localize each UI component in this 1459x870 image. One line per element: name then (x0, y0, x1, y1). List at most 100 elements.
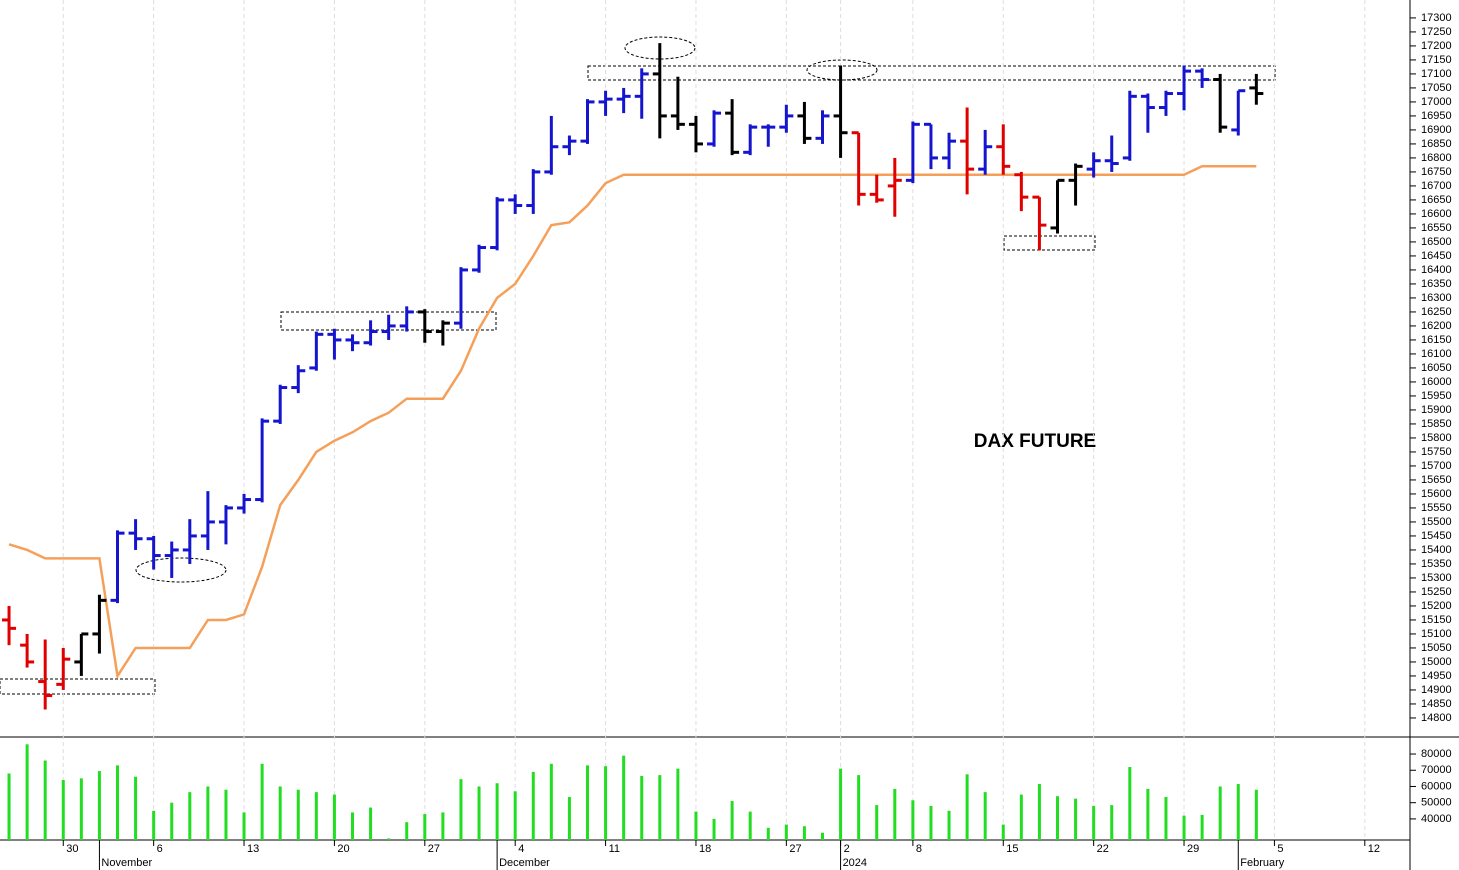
volume-bar (134, 776, 138, 840)
volume-bar (170, 802, 174, 840)
volume-bar (1019, 794, 1023, 840)
y-tick-label: 16200 (1421, 320, 1452, 332)
y-tick-label: 17200 (1421, 40, 1452, 52)
volume-bar (784, 824, 788, 840)
volume-bar (658, 775, 662, 840)
y-tick-label: 17000 (1421, 96, 1452, 108)
volume-bar (567, 797, 571, 840)
x-tick-label: 27 (789, 843, 801, 855)
y-tick-label: 15550 (1421, 502, 1452, 514)
volume-bar (423, 814, 427, 840)
y-tick-label: 14800 (1421, 712, 1452, 724)
y-tick-label: 15700 (1421, 460, 1452, 472)
annotation-box (587, 65, 1276, 81)
y-tick-label: 14900 (1421, 684, 1452, 696)
volume-bar (640, 775, 644, 840)
y-tick-label: 15450 (1421, 530, 1452, 542)
y-tick-label: 16300 (1421, 292, 1452, 304)
y-tick-label: 14850 (1421, 698, 1452, 710)
volume-bar (839, 768, 843, 840)
x-tick-label: 2 (844, 843, 850, 855)
volume-bar (332, 794, 336, 840)
volume-bar (79, 778, 83, 840)
y-tick-label: 15600 (1421, 488, 1452, 500)
annotation-ellipse (806, 59, 878, 81)
y-tick-label: 16000 (1421, 376, 1452, 388)
volume-bar (983, 792, 987, 840)
volume-bar (1056, 796, 1059, 840)
y-tick-label: 16950 (1421, 110, 1452, 122)
volume-bar (586, 765, 589, 840)
x-tick-label: 12 (1368, 843, 1380, 855)
volume-bar (1236, 784, 1240, 840)
volume-bar (1128, 767, 1132, 840)
volume-bar (730, 801, 734, 840)
volume-bar (531, 771, 535, 840)
volume-bar (1182, 815, 1186, 840)
y-tick-label: 16750 (1421, 166, 1452, 178)
y-tick-label: 17050 (1421, 82, 1452, 94)
volume-bar (893, 788, 897, 840)
volume-bar (622, 755, 626, 840)
volume-bar (387, 838, 391, 840)
y-tick-label: 16100 (1421, 348, 1452, 360)
y-tick-label: 14950 (1421, 670, 1452, 682)
y-tick-label: 15800 (1421, 432, 1452, 444)
month-label: December (499, 857, 550, 869)
y-tick-label: 15850 (1421, 418, 1452, 430)
volume-bar (802, 826, 806, 840)
y-tick-label: 15200 (1421, 600, 1452, 612)
volume-bar (116, 765, 119, 840)
y-tick-label: 40000 (1421, 813, 1452, 825)
volume-bar (477, 786, 481, 840)
y-tick-label: 15950 (1421, 390, 1452, 402)
y-tick-label: 15750 (1421, 446, 1452, 458)
x-tick-label: 15 (1006, 843, 1018, 855)
y-tick-label: 70000 (1421, 764, 1452, 776)
y-tick-label: 17300 (1421, 12, 1452, 24)
volume-bar (911, 800, 915, 840)
volume-bar (1164, 797, 1168, 840)
volume-bar (1037, 784, 1041, 840)
volume-bar (1200, 814, 1204, 840)
annotation-box (1003, 235, 1096, 251)
y-tick-label: 15050 (1421, 642, 1452, 654)
y-tick-label: 16850 (1421, 138, 1452, 150)
moving-average (8, 165, 1257, 680)
annotation-box (0, 678, 156, 695)
volume-bar (314, 792, 318, 840)
x-tick-label: 6 (157, 843, 163, 855)
volume-bar (766, 827, 770, 840)
volume-bar (1074, 798, 1078, 840)
volume-bar (296, 789, 300, 840)
volume-bar (857, 775, 861, 840)
y-tick-label: 16250 (1421, 306, 1452, 318)
y-tick-label: 15900 (1421, 404, 1452, 416)
volume-bar (549, 763, 553, 840)
x-tick-label: 4 (518, 843, 524, 855)
volume-bar (459, 779, 463, 840)
y-tick-label: 15350 (1421, 558, 1452, 570)
x-tick-label: 5 (1277, 843, 1283, 855)
volume-bar (1146, 788, 1150, 840)
volume-bar (748, 811, 752, 840)
x-tick-label: 13 (247, 843, 259, 855)
chart-title: DAX FUTURE (974, 431, 1096, 452)
volume-bar (25, 744, 29, 840)
volume-bar (152, 810, 156, 840)
volume-bar (513, 791, 517, 840)
volume-bar (694, 811, 698, 840)
y-tick-label: 16550 (1421, 222, 1452, 234)
y-tick-label: 16500 (1421, 236, 1452, 248)
volume-bar (1110, 805, 1114, 840)
y-tick-label: 16900 (1421, 124, 1452, 136)
x-tick-label: 27 (428, 843, 440, 855)
month-label: February (1240, 857, 1285, 869)
x-tick-label: 18 (699, 843, 711, 855)
x-tick-label: 22 (1097, 843, 1109, 855)
volume-bar (260, 763, 264, 840)
volume-bar (7, 773, 11, 840)
x-tick-label: 30 (66, 843, 78, 855)
y-tick-label: 15250 (1421, 586, 1452, 598)
y-tick-label: 15150 (1421, 614, 1452, 626)
